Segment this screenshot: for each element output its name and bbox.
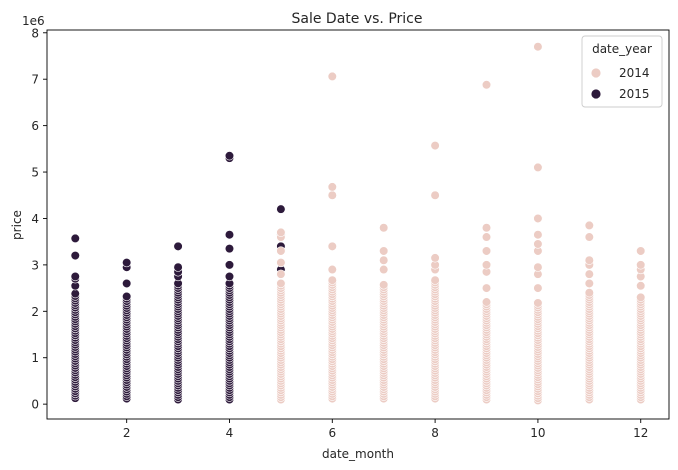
data-point <box>584 220 594 231</box>
data-point <box>533 162 543 173</box>
data-point <box>430 253 440 263</box>
data-point <box>327 190 337 200</box>
data-point <box>481 223 492 233</box>
series-2014-points <box>276 42 646 406</box>
data-point <box>584 278 594 289</box>
data-point <box>636 246 646 256</box>
data-point <box>533 42 543 52</box>
data-point <box>122 257 132 268</box>
x-tick-label: 12 <box>633 426 648 440</box>
data-point <box>276 269 286 279</box>
data-point <box>533 230 543 240</box>
data-point <box>379 255 389 265</box>
legend-box <box>581 35 663 108</box>
y-scale-label: 1e6 <box>22 14 45 28</box>
data-point <box>327 71 337 82</box>
y-tick-label: 5 <box>31 166 39 180</box>
data-point <box>533 283 543 293</box>
data-point <box>224 244 235 254</box>
data-point <box>70 251 80 261</box>
y-tick-label: 6 <box>31 119 39 133</box>
data-point <box>224 151 235 161</box>
data-point <box>636 292 646 302</box>
data-point <box>481 232 492 242</box>
plot-area-frame <box>46 29 670 420</box>
x-axis-label: date_month <box>322 447 394 461</box>
x-tick-label: 8 <box>431 426 439 440</box>
data-point <box>327 275 337 285</box>
data-point <box>584 255 594 265</box>
data-point <box>70 271 80 282</box>
data-point <box>533 239 543 249</box>
data-point <box>481 246 492 256</box>
x-tick-label: 4 <box>226 426 234 440</box>
data-point <box>173 241 183 251</box>
data-point <box>379 223 389 233</box>
data-point <box>70 233 80 244</box>
data-point <box>276 227 286 237</box>
y-tick-label: 0 <box>31 398 39 412</box>
data-point <box>430 190 440 200</box>
data-point <box>276 204 286 214</box>
legend-label-2015: 2015 <box>619 87 650 101</box>
y-axis-label: price <box>10 210 24 240</box>
data-point <box>379 246 389 256</box>
y-tick-label: 4 <box>31 212 39 226</box>
data-point <box>224 260 235 270</box>
y-axis-ticks: 0 1 2 3 4 5 6 7 8 <box>31 26 47 412</box>
data-point <box>70 289 80 299</box>
y-tick-label: 2 <box>31 305 39 319</box>
data-point <box>173 262 183 272</box>
data-point <box>481 260 492 270</box>
data-point <box>327 182 337 192</box>
data-point <box>430 275 440 285</box>
legend-label-2014: 2014 <box>619 66 650 80</box>
legend-title: date_year <box>592 42 652 56</box>
y-tick-label: 3 <box>31 258 39 272</box>
x-axis-ticks: 2 4 6 8 10 12 <box>123 419 648 440</box>
data-point <box>379 264 389 275</box>
data-point <box>122 278 132 289</box>
data-point <box>584 288 594 298</box>
x-tick-label: 2 <box>123 426 131 440</box>
data-point <box>636 281 646 291</box>
x-tick-label: 10 <box>530 426 545 440</box>
data-point <box>379 280 389 290</box>
chart-title: Sale Date vs. Price <box>292 11 423 27</box>
data-point <box>430 140 440 151</box>
x-tick-label: 6 <box>328 426 336 440</box>
y-tick-label: 1 <box>31 351 39 365</box>
data-point <box>122 291 132 302</box>
data-point <box>481 283 492 293</box>
data-point <box>481 297 492 307</box>
data-point <box>327 264 337 275</box>
data-point <box>327 241 337 251</box>
data-point <box>276 257 286 268</box>
legend-marker-2015 <box>590 88 602 100</box>
data-point <box>584 232 594 242</box>
data-point <box>224 230 235 240</box>
data-point <box>533 298 543 308</box>
data-point <box>636 260 646 270</box>
data-point <box>533 213 543 224</box>
data-point <box>224 271 235 282</box>
data-point <box>533 262 543 272</box>
data-point <box>584 269 594 279</box>
data-point <box>276 246 286 256</box>
y-tick-label: 8 <box>31 26 39 40</box>
data-point <box>276 278 286 289</box>
legend-marker-2014 <box>590 67 602 79</box>
data-point <box>481 80 492 90</box>
legend: date_year 2014 2015 <box>581 35 663 108</box>
y-tick-label: 7 <box>31 73 39 87</box>
